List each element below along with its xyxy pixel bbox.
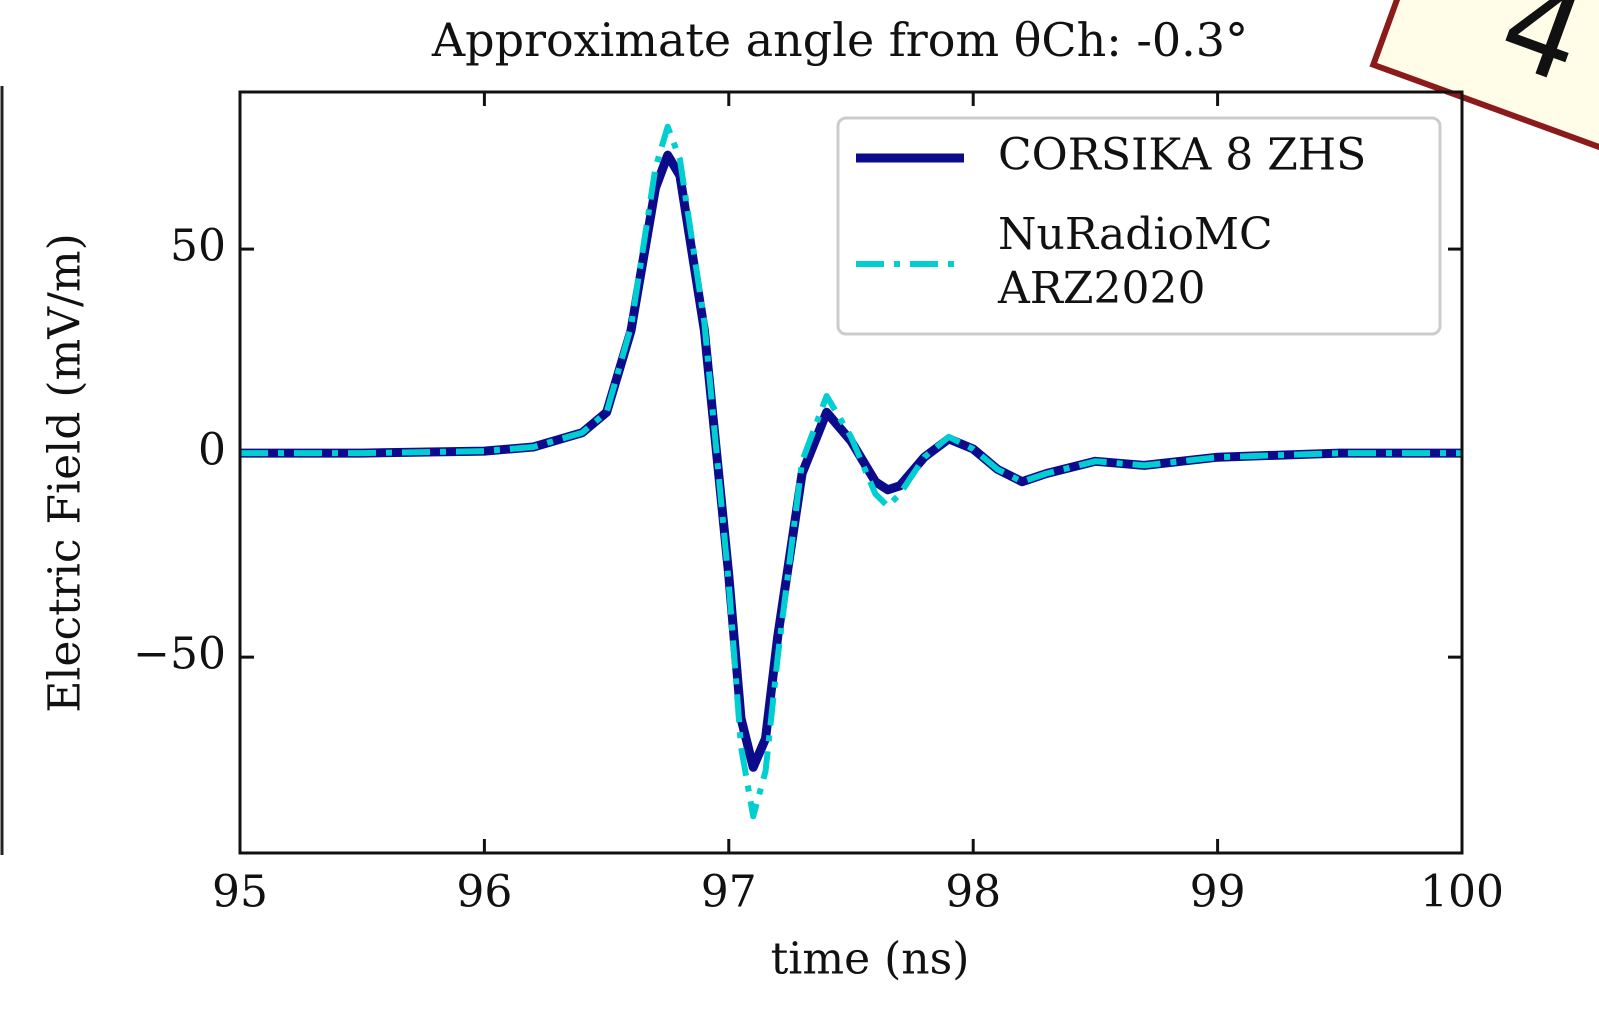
- y-tick-label: 0: [198, 425, 226, 476]
- sticker-box: [1369, 0, 1599, 172]
- legend-label: CORSIKA 8 ZHS: [998, 130, 1366, 181]
- y-tick-label: −50: [133, 629, 226, 680]
- legend-box: [836, 116, 1442, 336]
- sticker: 4: [1369, 0, 1599, 172]
- series-line: [240, 123, 1462, 820]
- y-tick-label: 50: [170, 221, 226, 272]
- plot-area: [240, 123, 1462, 820]
- x-tick-label: 97: [701, 867, 757, 918]
- x-axis-label: time (ns): [771, 934, 970, 985]
- x-tick-label: 100: [1420, 867, 1504, 918]
- legend-label: NuRadioMC ARZ2020: [997, 209, 1273, 314]
- x-tick-label: 95: [212, 867, 268, 918]
- chart-title: Approximate angle from θCh: -0.3°: [431, 13, 1248, 67]
- axes-frame: [238, 90, 1464, 855]
- x-tick-label: 96: [456, 867, 512, 918]
- y-axis-label: Electric Field (mV/m): [40, 233, 91, 713]
- x-tick-label: 99: [1190, 867, 1246, 918]
- x-tick-label: 98: [945, 867, 1001, 918]
